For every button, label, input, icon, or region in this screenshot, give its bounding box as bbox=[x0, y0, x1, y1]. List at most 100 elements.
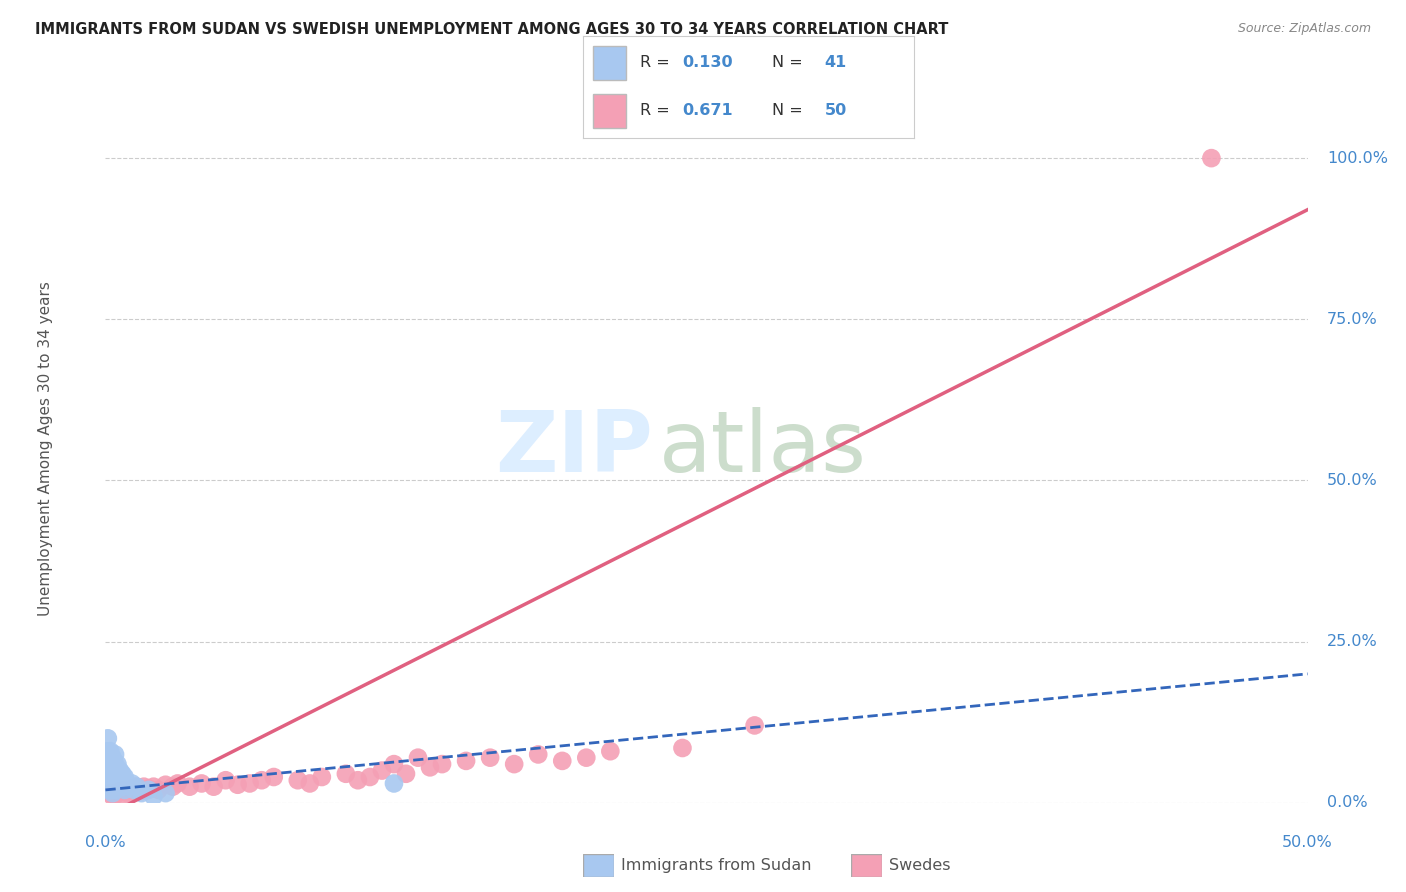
Point bbox=[97, 744, 120, 758]
Text: 50.0%: 50.0% bbox=[1327, 473, 1378, 488]
Point bbox=[1201, 151, 1223, 165]
Point bbox=[118, 780, 141, 794]
Point bbox=[114, 783, 136, 797]
Text: Unemployment Among Ages 30 to 34 years: Unemployment Among Ages 30 to 34 years bbox=[38, 281, 53, 615]
Text: 25.0%: 25.0% bbox=[1327, 634, 1378, 649]
Point bbox=[335, 766, 357, 780]
Point bbox=[124, 783, 146, 797]
Point bbox=[114, 770, 136, 784]
Point bbox=[125, 780, 148, 794]
Point bbox=[138, 783, 160, 797]
Text: atlas: atlas bbox=[658, 407, 866, 490]
Point bbox=[239, 776, 262, 790]
Point bbox=[359, 770, 381, 784]
Point bbox=[98, 766, 121, 780]
Point bbox=[298, 776, 321, 790]
Point bbox=[98, 760, 121, 774]
Point bbox=[744, 718, 766, 732]
Point bbox=[131, 784, 153, 798]
Point bbox=[406, 750, 429, 764]
Point bbox=[101, 750, 124, 764]
Point bbox=[395, 766, 418, 780]
Point bbox=[202, 780, 225, 794]
Text: 50: 50 bbox=[825, 103, 846, 118]
Point bbox=[114, 783, 136, 797]
Point bbox=[190, 776, 212, 790]
Point bbox=[287, 773, 309, 788]
Text: IMMIGRANTS FROM SUDAN VS SWEDISH UNEMPLOYMENT AMONG AGES 30 TO 34 YEARS CORRELAT: IMMIGRANTS FROM SUDAN VS SWEDISH UNEMPLO… bbox=[35, 22, 949, 37]
Point bbox=[97, 776, 120, 790]
FancyBboxPatch shape bbox=[593, 46, 627, 79]
Point bbox=[98, 783, 121, 797]
Point bbox=[108, 776, 131, 790]
Point bbox=[115, 786, 138, 800]
Point bbox=[97, 731, 120, 746]
Point bbox=[479, 750, 502, 764]
Point bbox=[263, 770, 285, 784]
Point bbox=[107, 757, 129, 772]
Point bbox=[214, 773, 236, 788]
Point bbox=[124, 783, 146, 797]
Point bbox=[430, 757, 453, 772]
Point bbox=[98, 744, 121, 758]
Point bbox=[250, 773, 273, 788]
Point bbox=[575, 750, 598, 764]
Text: R =: R = bbox=[640, 55, 675, 70]
Text: 0.0%: 0.0% bbox=[1327, 796, 1368, 810]
Point bbox=[142, 789, 165, 804]
Point bbox=[599, 744, 621, 758]
Point bbox=[101, 786, 124, 800]
Point bbox=[162, 780, 184, 794]
Point bbox=[551, 754, 574, 768]
Point bbox=[311, 770, 333, 784]
Point bbox=[108, 784, 131, 798]
Point bbox=[101, 770, 124, 784]
Point bbox=[371, 764, 394, 778]
Text: N =: N = bbox=[772, 55, 807, 70]
Point bbox=[104, 783, 127, 797]
Point bbox=[132, 780, 155, 794]
Point bbox=[179, 780, 201, 794]
Point bbox=[101, 789, 124, 804]
Text: 50.0%: 50.0% bbox=[1282, 835, 1333, 850]
Text: R =: R = bbox=[640, 103, 675, 118]
Point bbox=[98, 754, 121, 768]
Point bbox=[142, 780, 165, 794]
Point bbox=[121, 781, 143, 796]
Text: 100.0%: 100.0% bbox=[1327, 151, 1388, 166]
Point bbox=[382, 776, 405, 790]
Point bbox=[155, 778, 177, 792]
Point bbox=[107, 780, 129, 794]
Point bbox=[226, 778, 249, 792]
Point bbox=[104, 747, 127, 762]
Point bbox=[131, 786, 153, 800]
Point bbox=[138, 781, 160, 796]
Point bbox=[108, 764, 131, 778]
Point bbox=[101, 760, 124, 774]
Text: Immigrants from Sudan: Immigrants from Sudan bbox=[621, 858, 811, 872]
Point bbox=[101, 780, 124, 794]
Point bbox=[107, 786, 129, 800]
Point bbox=[527, 747, 550, 762]
Point bbox=[97, 750, 120, 764]
Point bbox=[121, 776, 143, 790]
Text: 0.130: 0.130 bbox=[683, 55, 734, 70]
Point bbox=[454, 754, 477, 768]
Point bbox=[503, 757, 526, 772]
Text: ZIP: ZIP bbox=[495, 407, 652, 490]
Point bbox=[671, 741, 693, 756]
Point bbox=[118, 784, 141, 798]
Point bbox=[111, 766, 134, 780]
Point bbox=[166, 776, 188, 790]
Text: 0.0%: 0.0% bbox=[86, 835, 125, 850]
Text: Source: ZipAtlas.com: Source: ZipAtlas.com bbox=[1237, 22, 1371, 36]
Point bbox=[111, 788, 134, 802]
Point bbox=[125, 780, 148, 794]
Point bbox=[98, 786, 121, 800]
Text: Swedes: Swedes bbox=[889, 858, 950, 872]
Point bbox=[347, 773, 370, 788]
Point bbox=[115, 776, 138, 790]
Point bbox=[104, 776, 127, 790]
Point bbox=[148, 783, 170, 797]
Point bbox=[155, 786, 177, 800]
